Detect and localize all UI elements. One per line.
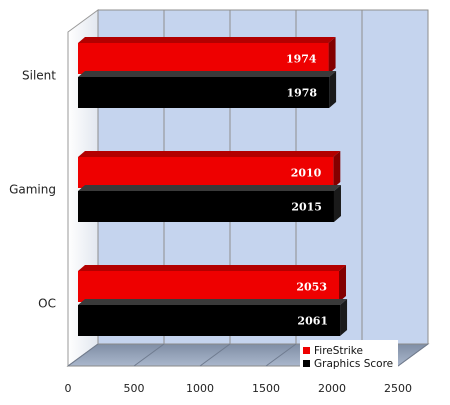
x-tick-label: 1000 bbox=[186, 382, 214, 395]
legend-swatch bbox=[303, 360, 310, 367]
bar-front-face bbox=[78, 157, 334, 188]
floor-gridline bbox=[265, 343, 297, 367]
legend-box bbox=[300, 340, 398, 368]
chart-bars-layer bbox=[78, 37, 348, 336]
bar-firestrike-silent bbox=[78, 37, 336, 74]
x-tick-label: 1500 bbox=[252, 382, 280, 395]
bar-value-label: 2015 bbox=[291, 201, 322, 214]
x-tick-label: 500 bbox=[124, 382, 145, 395]
bar-front-face bbox=[78, 191, 334, 222]
bar-side-face bbox=[328, 37, 336, 74]
bar-side-face bbox=[340, 299, 348, 336]
category-label: Silent bbox=[22, 69, 56, 83]
bar-top-face bbox=[78, 265, 346, 271]
bar-value-label: 2053 bbox=[296, 281, 327, 294]
floor-gridline bbox=[67, 343, 99, 367]
bar-top-face bbox=[78, 185, 341, 191]
bar-side-face bbox=[338, 265, 346, 302]
bar-firestrike-oc bbox=[78, 265, 346, 302]
x-tick-label: 2000 bbox=[318, 382, 346, 395]
legend-swatch bbox=[303, 347, 310, 354]
category-label: OC bbox=[38, 297, 56, 311]
bar-top-face bbox=[78, 71, 337, 77]
chart-labels-layer: 0 500 1000 1500 2000 2500 Silent 1974 1978 Gaming… bbox=[9, 53, 412, 396]
bar-top-face bbox=[78, 151, 341, 157]
bar-side-face bbox=[333, 185, 341, 222]
bar-value-label: 1978 bbox=[286, 87, 317, 100]
x-tick-label: 0 bbox=[65, 382, 72, 395]
bar-top-face bbox=[78, 37, 336, 43]
bar-front-face bbox=[78, 305, 341, 336]
bar-graphics-score-gaming bbox=[78, 185, 341, 222]
bar-side-face bbox=[329, 71, 337, 108]
bar-top-face bbox=[78, 299, 348, 305]
legend-label: Graphics Score bbox=[314, 358, 393, 370]
bar-value-label: 1974 bbox=[286, 53, 317, 66]
bar-graphics-score-silent bbox=[78, 71, 337, 108]
floor-gridline bbox=[133, 343, 165, 367]
floor-gridline bbox=[397, 343, 429, 367]
bar-firestrike-gaming bbox=[78, 151, 341, 188]
bar-graphics-score-oc bbox=[78, 299, 348, 336]
bar-value-label: 2061 bbox=[297, 315, 328, 328]
legend-label: FireStrike bbox=[314, 345, 363, 357]
bar-value-label: 2010 bbox=[291, 167, 322, 180]
category-label: Gaming bbox=[9, 183, 56, 197]
x-tick-label: 2500 bbox=[384, 382, 412, 395]
floor-gridline bbox=[199, 343, 231, 367]
bar-front-face bbox=[78, 271, 339, 302]
bar-side-face bbox=[333, 151, 341, 188]
bar-front-face bbox=[78, 77, 330, 108]
bar-front-face bbox=[78, 43, 329, 74]
